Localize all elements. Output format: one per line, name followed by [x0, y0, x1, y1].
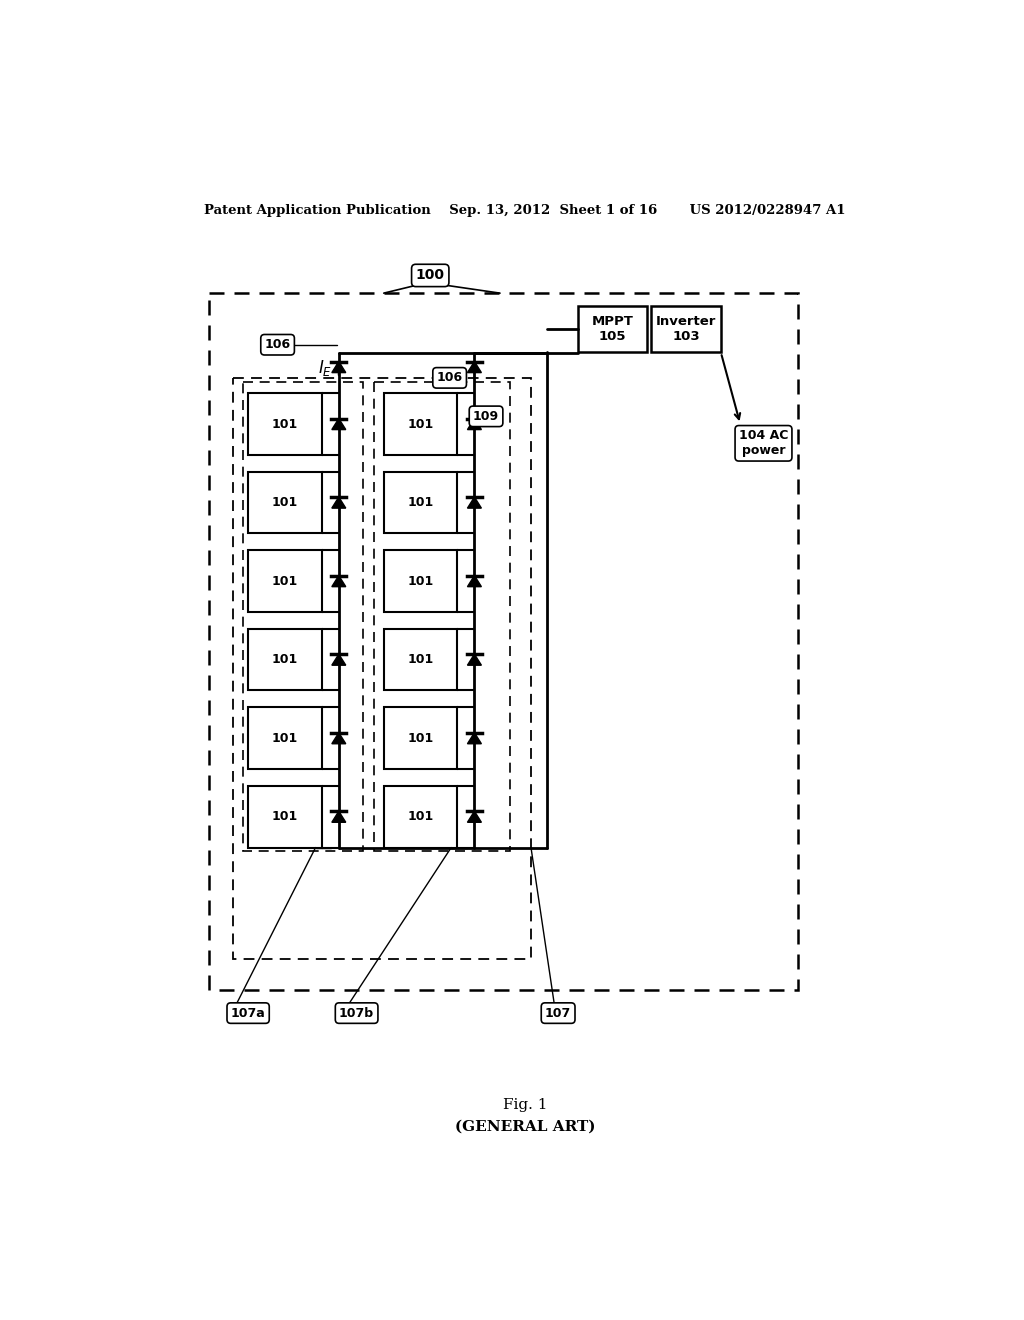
Text: Inverter
103: Inverter 103: [655, 315, 716, 343]
Bar: [384, 393, 458, 455]
Text: 100: 100: [416, 268, 444, 282]
Text: 107: 107: [545, 1007, 571, 1019]
Bar: [232, 378, 531, 960]
Polygon shape: [332, 362, 346, 372]
Polygon shape: [467, 812, 481, 822]
Text: 101: 101: [271, 496, 298, 510]
Bar: [243, 381, 362, 851]
Text: Patent Application Publication    Sep. 13, 2012  Sheet 1 of 16       US 2012/022: Patent Application Publication Sep. 13, …: [204, 205, 846, 218]
Bar: [248, 628, 322, 690]
Polygon shape: [332, 576, 346, 586]
Bar: [384, 628, 458, 690]
Text: 107a: 107a: [230, 1007, 265, 1019]
Text: 101: 101: [271, 810, 298, 824]
Polygon shape: [467, 418, 481, 429]
Bar: [248, 471, 322, 533]
Text: 101: 101: [408, 496, 434, 510]
Text: MPPT
105: MPPT 105: [592, 315, 633, 343]
Polygon shape: [332, 498, 346, 508]
Bar: [209, 293, 799, 990]
Bar: [651, 306, 721, 352]
Bar: [384, 708, 458, 770]
Text: 101: 101: [271, 653, 298, 667]
Bar: [384, 550, 458, 612]
Text: 101: 101: [408, 731, 434, 744]
Text: $I_E$: $I_E$: [318, 358, 333, 378]
Text: 104 AC
power: 104 AC power: [738, 429, 788, 457]
Polygon shape: [332, 812, 346, 822]
Text: 101: 101: [408, 574, 434, 587]
Text: 106: 106: [264, 338, 291, 351]
Text: 101: 101: [271, 417, 298, 430]
Polygon shape: [467, 576, 481, 586]
Polygon shape: [332, 418, 346, 429]
Text: 101: 101: [271, 574, 298, 587]
Bar: [384, 785, 458, 847]
Bar: [248, 785, 322, 847]
Polygon shape: [467, 498, 481, 508]
Bar: [248, 393, 322, 455]
Bar: [248, 708, 322, 770]
Text: 106: 106: [436, 371, 463, 384]
Text: 109: 109: [473, 409, 499, 422]
Bar: [375, 381, 510, 851]
Text: 107b: 107b: [339, 1007, 374, 1019]
Polygon shape: [467, 362, 481, 372]
Bar: [384, 471, 458, 533]
Polygon shape: [332, 733, 346, 743]
Polygon shape: [467, 733, 481, 743]
Text: 101: 101: [408, 653, 434, 667]
Polygon shape: [467, 655, 481, 665]
Bar: [578, 306, 647, 352]
Bar: [248, 550, 322, 612]
Polygon shape: [332, 655, 346, 665]
Text: Fig. 1: Fig. 1: [503, 1098, 547, 1113]
Text: 101: 101: [408, 417, 434, 430]
Text: 101: 101: [408, 810, 434, 824]
Text: (GENERAL ART): (GENERAL ART): [455, 1121, 595, 1134]
Text: 101: 101: [271, 731, 298, 744]
